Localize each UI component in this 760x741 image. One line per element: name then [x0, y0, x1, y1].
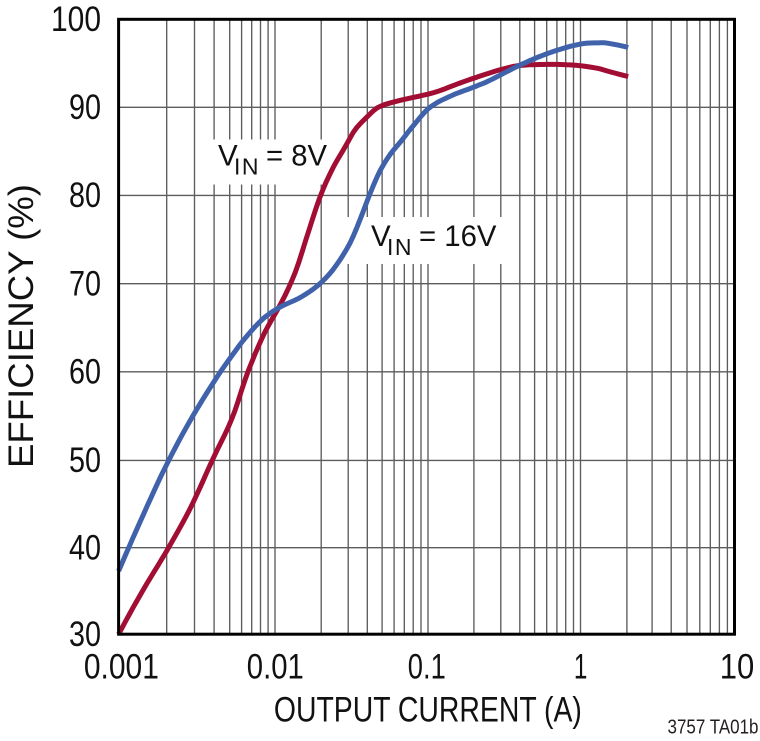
svg-text:= 8V: = 8V: [266, 140, 327, 173]
svg-text:IN: IN: [387, 234, 412, 260]
svg-text:30: 30: [69, 615, 101, 654]
svg-text:= 16V: = 16V: [419, 220, 497, 253]
svg-text:90: 90: [69, 88, 101, 127]
svg-text:0.01: 0.01: [247, 648, 304, 687]
svg-text:100: 100: [51, 0, 101, 39]
svg-text:0.001: 0.001: [84, 648, 159, 687]
svg-text:OUTPUT CURRENT (A): OUTPUT CURRENT (A): [274, 691, 582, 730]
svg-text:80: 80: [69, 176, 101, 215]
svg-text:3757 TA01b: 3757 TA01b: [668, 716, 759, 739]
svg-text:40: 40: [69, 528, 101, 567]
svg-text:EFFICIENCY (%): EFFICIENCY (%): [2, 184, 41, 468]
svg-text:V: V: [218, 140, 238, 173]
svg-text:1: 1: [574, 648, 588, 687]
svg-text:10: 10: [720, 648, 755, 687]
svg-text:70: 70: [69, 264, 101, 303]
svg-text:IN: IN: [234, 154, 259, 180]
svg-text:0.1: 0.1: [408, 648, 446, 687]
svg-text:50: 50: [69, 441, 101, 480]
svg-text:60: 60: [69, 352, 101, 391]
svg-text:V: V: [371, 220, 391, 253]
